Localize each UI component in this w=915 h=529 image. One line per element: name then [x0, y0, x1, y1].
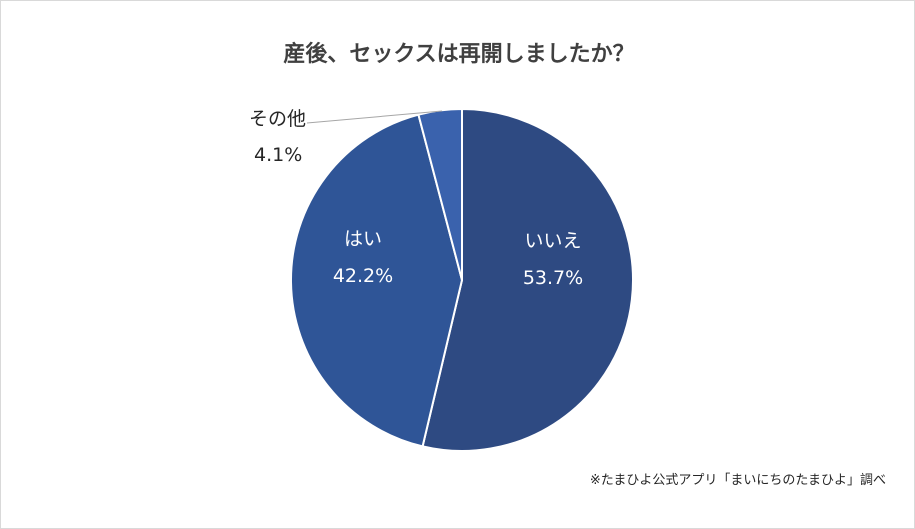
pie-slice-other [417, 108, 463, 281]
pie-slice-no [421, 108, 634, 452]
source-note: ※たまひよ公式アプリ「まいにちのたまひよ」調べ [590, 473, 886, 488]
slice-label-yes: はい [344, 228, 382, 250]
slice-value-no: 53.7% [523, 267, 583, 289]
slice-value-other: 4.1% [254, 144, 302, 166]
pie-slice-yes [290, 113, 463, 448]
leader-line-other [306, 110, 443, 124]
slice-label-no: いいえ [524, 230, 581, 252]
chart-title: 産後、セックスは再開しましたか？ [283, 41, 634, 67]
slice-label-other: その他 [249, 108, 306, 130]
slice-value-yes: 42.2% [333, 265, 393, 287]
pie-slices [290, 108, 634, 452]
